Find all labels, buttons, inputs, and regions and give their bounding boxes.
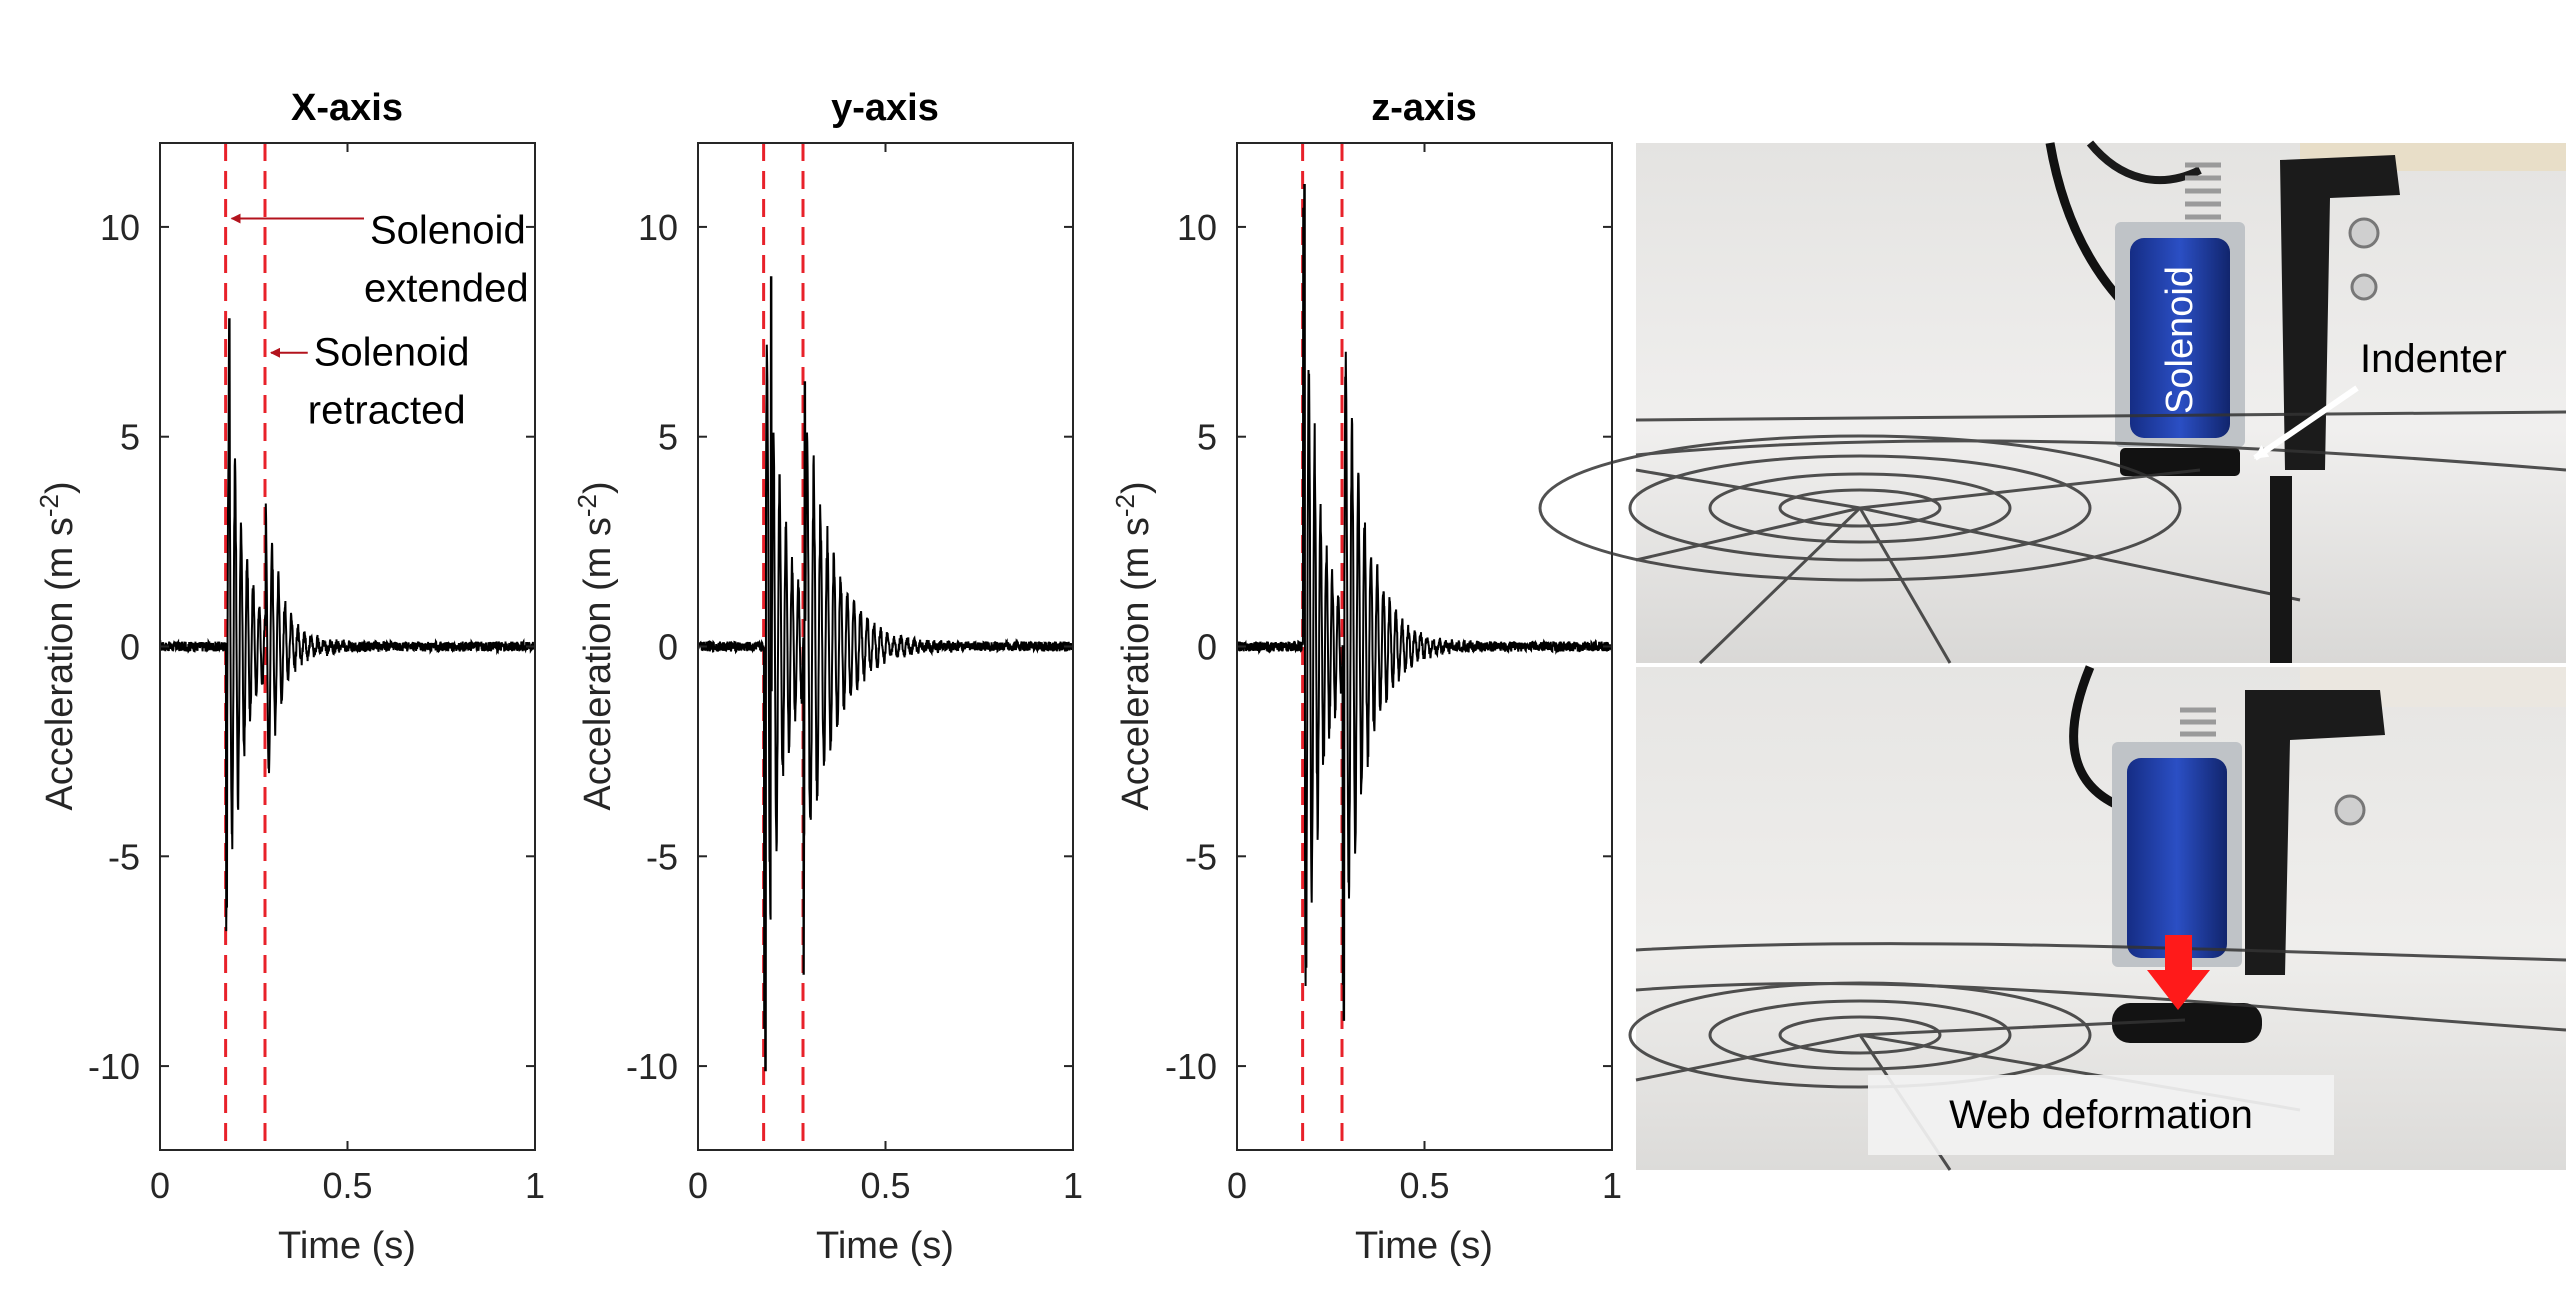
- x-tick-label: 1: [525, 1165, 545, 1206]
- y-tick-label: 5: [120, 417, 140, 458]
- deformation-arrow-icon: [2147, 935, 2210, 1010]
- web-deformation-label-box: [1868, 1075, 2334, 1155]
- x-axis-label: Time (s): [278, 1225, 416, 1267]
- y-tick-label: -10: [88, 1046, 140, 1087]
- y-tick-label: 10: [1177, 207, 1217, 248]
- spider-web-icon: [1628, 942, 2566, 1171]
- spider-web-icon: [1538, 410, 2566, 665]
- indenter-icon: [2120, 448, 2240, 476]
- axis-ticks: -10 -5 0 5 10 0 0.5 1: [1165, 143, 1622, 1206]
- indenter-pointer-icon: [2253, 385, 2359, 461]
- support-post-icon: [2270, 476, 2292, 663]
- cable-icon: [2069, 665, 2132, 815]
- solenoid-coil-icon: [2130, 238, 2230, 438]
- chart-title: X-axis: [291, 87, 403, 129]
- y-axis-plot: -10 -5 0 5 10 0 0.5 1 y-axis Time (s) Accelerat…: [572, 87, 1083, 1267]
- y-axis-label: Acceleration (m s-2): [34, 481, 81, 810]
- cable-icon: [2086, 140, 2202, 185]
- acceleration-line: [697, 276, 1074, 1072]
- screw-icon: [2334, 794, 2366, 826]
- y-axis-label: Acceleration (m s-2): [1110, 481, 1157, 810]
- spring-icon: [2185, 162, 2221, 220]
- y-tick-label: 10: [100, 207, 140, 248]
- y-tick-label: -10: [626, 1046, 678, 1087]
- signal-trace: [1236, 184, 1613, 1021]
- axis-ticks: -10 -5 0 5 10 0 0.5 1: [88, 143, 545, 1206]
- y-tick-label: 5: [1197, 417, 1217, 458]
- spring-icon: [2180, 707, 2216, 737]
- solenoid-coil-icon: [2127, 758, 2227, 958]
- x-tick-label: 0: [688, 1165, 708, 1206]
- y-tick-label: 0: [658, 627, 678, 668]
- bracket-icon: [2280, 155, 2400, 470]
- y-tick-label: -5: [108, 836, 140, 877]
- chart-title: y-axis: [831, 87, 939, 129]
- x-axis-plot: -10 -5 0 5 10 0 0.5 1 X-axis Time (s) Accelerat…: [34, 87, 545, 1267]
- axis-ticks: -10 -5 0 5 10 0 0.5 1: [626, 143, 1083, 1206]
- signal-trace: [159, 318, 536, 932]
- annotation-text: Solenoid extended: [364, 209, 529, 311]
- photo-solenoid-extended: Solenoid Indenter: [1538, 140, 2566, 665]
- x-tick-label: 1: [1602, 1165, 1622, 1206]
- x-tick-label: 0: [1227, 1165, 1247, 1206]
- bracket-icon: [2245, 690, 2385, 975]
- y-tick-label: -5: [646, 836, 678, 877]
- y-axis-label: Acceleration (m s-2): [572, 481, 619, 810]
- y-tick-label: 10: [638, 207, 678, 248]
- acceleration-line: [1236, 184, 1613, 1021]
- annotation-text: Solenoid retracted: [308, 330, 470, 432]
- x-tick-label: 0.5: [322, 1165, 372, 1206]
- x-axis-label: Time (s): [816, 1225, 954, 1267]
- photo-solenoid-retracted: Web deformation: [1628, 665, 2566, 1171]
- x-tick-label: 0: [150, 1165, 170, 1206]
- y-tick-label: 5: [658, 417, 678, 458]
- x-axis-label: Time (s): [1355, 1225, 1493, 1267]
- x-tick-label: 0.5: [1399, 1165, 1449, 1206]
- indenter-icon: [2112, 1003, 2262, 1043]
- z-axis-plot: -10 -5 0 5 10 0 0.5 1 z-axis Time (s) Accelerat…: [1110, 87, 1622, 1267]
- photo-label-indenter: Indenter: [2360, 337, 2507, 381]
- photo-label-web-deformation: Web deformation: [1949, 1093, 2253, 1137]
- annotations: Solenoid extended Solenoid retracted: [230, 209, 529, 432]
- x-tick-label: 1: [1063, 1165, 1083, 1206]
- y-tick-label: 0: [1197, 627, 1217, 668]
- signal-trace: [697, 276, 1074, 1072]
- screw-icon: [2350, 273, 2378, 301]
- x-tick-label: 0.5: [860, 1165, 910, 1206]
- photo-label-solenoid: Solenoid: [2159, 266, 2201, 414]
- y-tick-label: 0: [120, 627, 140, 668]
- screw-icon: [2348, 217, 2380, 249]
- y-tick-label: -10: [1165, 1046, 1217, 1087]
- y-tick-label: -5: [1185, 836, 1217, 877]
- acceleration-line: [159, 318, 536, 932]
- chart-title: z-axis: [1371, 87, 1477, 129]
